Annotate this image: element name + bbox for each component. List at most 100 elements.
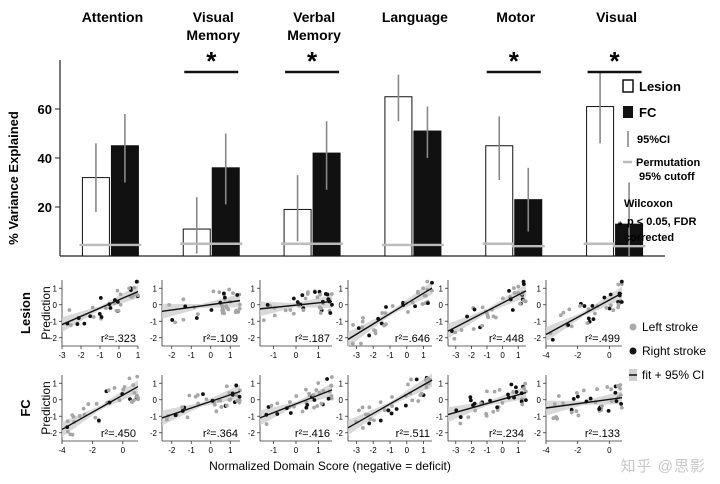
scatter-x-tick-label: -2: [77, 351, 85, 360]
left-stroke-point: [618, 386, 622, 391]
scatter-y-tick-label: -1: [436, 317, 444, 326]
significance-star: *: [206, 46, 217, 76]
left-stroke-point: [551, 416, 556, 421]
left-stroke-point: [195, 393, 200, 397]
right-stroke-point: [588, 396, 593, 401]
left-stroke-point: [132, 390, 137, 395]
right-stroke-point: [606, 408, 611, 413]
left-stroke-point: [363, 412, 368, 417]
left-stroke-point: [382, 408, 387, 412]
r2-label: r²=.416: [295, 428, 330, 440]
scatter-x-tick-label: 0: [500, 351, 505, 360]
legend-cutoff-label: 95% cutoff: [639, 171, 695, 183]
right-stroke-point: [590, 303, 595, 308]
scatter-y-tick-label: 0: [439, 396, 444, 405]
scatter-panel: -2 -1 0 1 -3 -2 -1 0 1 r²=.646: [336, 279, 434, 360]
scatter-y-tick-label: -2: [534, 429, 542, 438]
left-stroke-point: [214, 409, 219, 414]
left-stroke-point: [222, 311, 226, 316]
right-stroke-point: [465, 314, 469, 319]
left-stroke-point: [458, 421, 463, 426]
r2-label: r²=.109: [203, 333, 238, 345]
scatter-y-tick-label: 0: [251, 396, 256, 405]
right-stroke-point: [88, 314, 93, 319]
left-stroke-point: [129, 295, 134, 299]
right-stroke-point: [266, 405, 271, 409]
left-stroke-point: [114, 308, 119, 313]
scatter-panel: -2 -1 0 1 -1 0 1 r²=.187: [248, 280, 334, 360]
right-stroke-point: [98, 296, 103, 300]
right-stroke-point: [582, 304, 587, 308]
left-stroke-point: [318, 292, 323, 297]
right-stroke-point: [194, 316, 199, 320]
scatter-x-tick-label: -2: [370, 446, 378, 455]
right-stroke-point: [237, 394, 242, 399]
scatter-row-label: FC: [18, 399, 33, 417]
scatter-x-tick-label: 0: [121, 446, 126, 455]
right-stroke-point: [608, 292, 613, 297]
right-stroke-point: [575, 394, 580, 399]
scatter-x-tick-label: -3: [353, 351, 361, 360]
left-stroke-point: [311, 393, 316, 397]
fit-line: [447, 290, 527, 332]
left-stroke-point: [485, 389, 489, 394]
right-stroke-point: [96, 418, 101, 423]
right-stroke-point: [367, 333, 372, 338]
scatter-y-tick-label: 1: [251, 284, 256, 293]
left-stroke-point: [361, 425, 365, 430]
left-stroke-point: [118, 292, 123, 297]
scatter-x-tick-label: -1: [188, 446, 196, 455]
left-stroke-point: [511, 390, 516, 394]
scatter-x-tick-label: 1: [316, 446, 321, 455]
left-stroke-point: [91, 315, 96, 319]
right-stroke-point: [510, 308, 515, 312]
legend-lesion-label: Lesion: [639, 79, 681, 94]
r2-label: r²=.511: [396, 428, 430, 440]
left-stroke-point: [187, 393, 192, 398]
left-stroke-point: [616, 305, 621, 310]
legend-fc-swatch: [623, 106, 633, 118]
scatter-y-tick-label: 1: [251, 379, 256, 388]
scatter-x-tick-label: -2: [468, 351, 476, 360]
left-stroke-point: [318, 311, 323, 315]
scatter-x-tick-label: 1: [421, 446, 426, 455]
scatter-x-tick-label: -1: [270, 446, 278, 455]
left-stroke-point: [360, 325, 365, 330]
left-stroke-point: [480, 305, 485, 310]
left-stroke-point: [380, 311, 385, 315]
left-stroke-point: [574, 409, 579, 414]
left-stroke-point: [315, 404, 320, 408]
right-stroke-point: [468, 395, 473, 400]
bar-y-axis-label: % Variance Explained: [6, 111, 21, 245]
scatter-y-tick-label: 0: [251, 301, 256, 310]
left-stroke-point: [361, 316, 365, 320]
scatter-x-tick-label: 0: [209, 351, 214, 360]
scatter-y-tick-label: -1: [336, 317, 344, 326]
left-stroke-point: [304, 387, 308, 392]
left-stroke-point: [227, 391, 232, 395]
right-stroke-point: [201, 392, 205, 397]
fit-line: [161, 390, 241, 419]
right-stroke-point: [99, 315, 104, 319]
left-stroke-point: [93, 415, 98, 420]
scatter-y-tick-label: 1: [537, 379, 542, 388]
scatter-x-tick-label: -1: [270, 351, 278, 360]
left-stroke-point: [314, 388, 319, 392]
scatter-y-tick-label: 0: [537, 396, 542, 405]
fit-line: [347, 287, 433, 340]
left-stroke-point: [127, 286, 131, 291]
left-stroke-point: [616, 282, 621, 287]
left-stroke-point: [372, 418, 376, 423]
left-stroke-point: [484, 411, 489, 416]
left-stroke-point: [405, 310, 410, 314]
scatter-y-tick-label: -2: [436, 429, 444, 438]
scatter-x-tick-label: 0: [294, 351, 299, 360]
scatter-y-tick-label: -1: [336, 412, 344, 421]
scatter-x-tick-label: 0: [500, 446, 505, 455]
left-stroke-point: [167, 302, 171, 307]
bar-y-tick-label: 60: [38, 102, 52, 117]
right-stroke-point: [170, 318, 175, 322]
right-stroke-point: [614, 399, 619, 404]
legend-ci-label: 95%CI: [637, 134, 670, 146]
